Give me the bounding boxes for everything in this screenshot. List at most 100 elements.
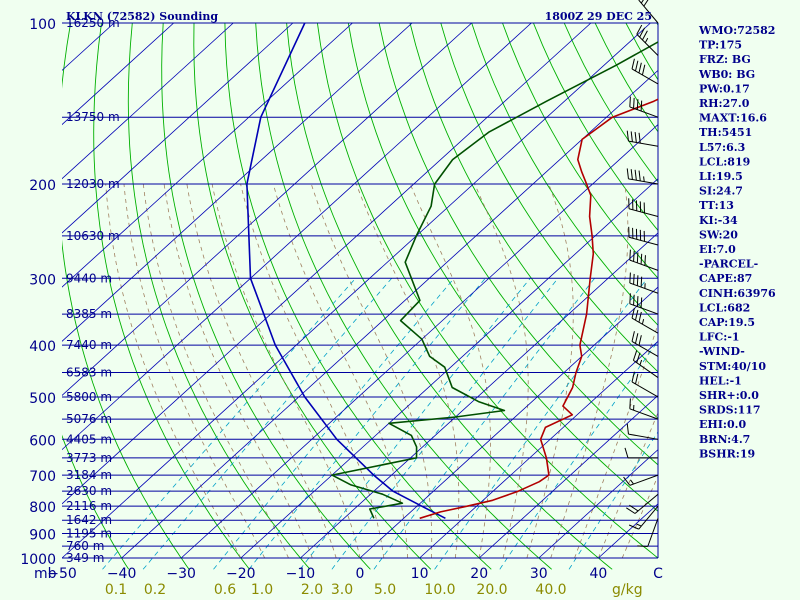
mixing-ratio-line [299,278,531,570]
barb-flag [634,309,639,321]
pressure-tick-label: 1000 [20,552,56,568]
barb-flag [629,272,631,284]
temperature-tick-label: 0 [356,566,365,582]
barb-flag [626,423,629,435]
barb-staff [633,359,659,378]
barb-flag [640,276,643,288]
barb-flag [640,297,643,308]
index-value: CAPE:87 [699,272,752,285]
height-label: 1195 m [66,527,112,541]
barb-flag [634,373,639,385]
index-value: BRN:4.7 [699,433,750,446]
barb-flag [629,398,631,409]
barb-flag [636,352,641,363]
mixing-ratio-line [142,278,393,570]
index-value: WMO:72582 [698,24,775,37]
dry-adiabat [193,23,432,570]
mixing-ratio-tick-label: 40.0 [535,582,566,598]
moist-adiabat [240,184,385,559]
mixing-ratio-line [499,340,658,570]
index-value: KI:-34 [699,214,738,227]
height-label: 4405 m [66,432,112,446]
barb-flag [633,294,635,306]
index-value: LI:19.5 [699,170,743,183]
height-label: 1642 m [66,513,112,527]
isotherm [478,394,658,559]
pressure-tick-label: 200 [29,178,56,194]
temperature-tick-label: −10 [286,566,316,582]
barb-flag [639,27,646,38]
height-label: 2630 m [66,484,112,498]
dry-adiabat [62,23,190,570]
profiles [246,23,658,520]
isotherm [62,23,234,180]
barb-staff [634,493,659,514]
barb-flag [634,333,639,344]
pressure-tick-label: 500 [29,391,56,407]
dry-adiabat [471,23,658,326]
height-label: 13750 m [66,110,120,124]
barb-staff [638,0,659,24]
barb-flag [638,62,642,74]
wind-barb [624,447,658,459]
barb-staff [628,208,659,218]
wind-barb [629,398,659,420]
chart-timestamp: 1800Z 29 DEC 25 [545,10,652,23]
temperature-tick-label: 10 [411,566,429,582]
barb-flag [624,447,629,459]
pressure-tick-label: 600 [29,433,56,449]
wind-barb [629,272,659,294]
dewpoint-trace [331,41,658,519]
index-value: FRZ: BG [699,53,751,66]
temperature-trace [419,98,658,520]
index-value: PW:0.17 [699,82,750,95]
height-label: 349 m [66,551,104,565]
barb-staff [631,68,659,85]
isotherm [419,340,658,559]
wind-barb [628,226,659,246]
isotherm [62,23,413,342]
barb-half-flag [644,37,649,43]
height-label: 9440 m [66,271,112,285]
barb-staff [647,518,659,547]
height-label: 5800 m [66,390,112,404]
index-value: STM:40/10 [699,360,766,373]
isotherm [62,23,532,451]
mixing-ratio-tick-label: 0.2 [144,582,166,598]
barb-flag [629,249,631,261]
moist-adiabat [105,184,242,559]
index-value: SW:20 [699,228,738,241]
barb-staff [628,178,659,185]
barb-flag [626,507,636,514]
moist-adiabat [356,183,460,559]
barb-staff [628,140,659,147]
height-label: 10630 m [66,229,120,243]
wind-barb [626,168,659,185]
wind-barbs [623,0,659,548]
dry-adiabat [62,434,130,570]
moist-adiabat [574,322,658,559]
dry-adiabat [378,23,658,466]
height-label: 12030 m [66,177,120,191]
index-value: TP:175 [699,39,742,52]
isotherm [62,23,174,126]
index-value: SI:24.7 [699,185,743,198]
isotherm [180,124,658,559]
barb-flag [629,293,631,304]
index-value: -WIND- [699,345,745,358]
dry-adiabat [440,23,658,373]
wind-barb [628,198,659,218]
isotherm [300,232,658,559]
wind-barb [632,350,659,378]
index-value: MAXT:16.6 [699,112,767,125]
index-value: LCL:682 [699,301,750,314]
index-value: -PARCEL- [699,258,758,271]
barb-flag [636,24,643,35]
mixing-ratio-line [248,278,486,570]
isotherm [62,23,472,396]
barb-half-flag [639,359,643,366]
mixing-ratio-line [373,278,595,570]
barb-flag [633,273,635,285]
barb-half-flag [630,479,634,485]
